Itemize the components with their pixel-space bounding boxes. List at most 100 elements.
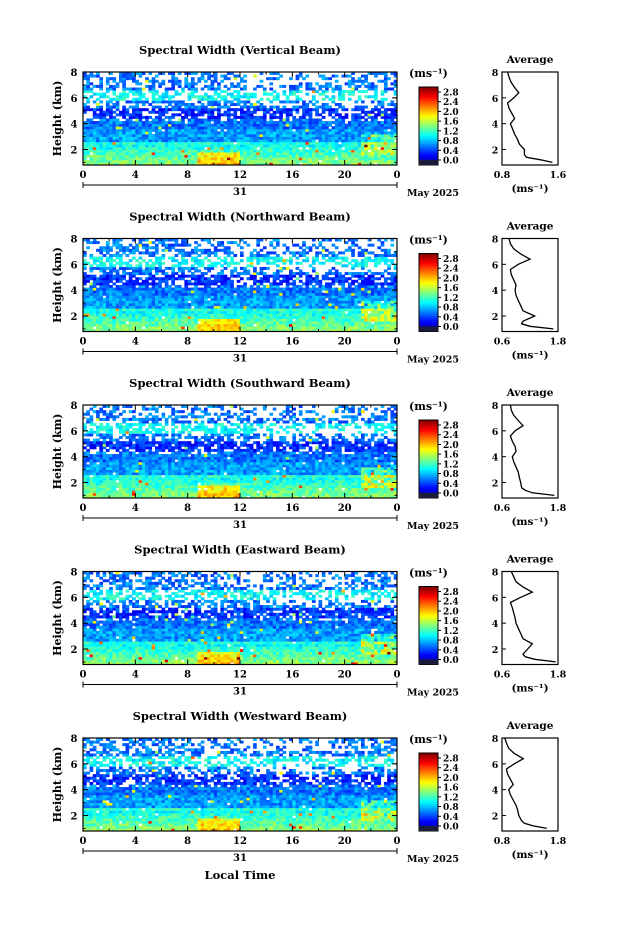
heatmap-cell (331, 279, 336, 283)
heatmap-cell (305, 121, 310, 125)
heatmap-cell (105, 310, 110, 314)
heatmap-cell (122, 121, 126, 125)
heatmap-cell (86, 82, 90, 86)
heatmap-cell (164, 92, 169, 96)
heatmap-cell (354, 326, 359, 330)
heatmap-cell (328, 144, 332, 148)
heatmap-cell (374, 131, 378, 135)
heatmap-cell (308, 141, 313, 145)
heatmap-cell (321, 110, 326, 114)
heatmap-cell (194, 310, 198, 314)
heatmap-cell (128, 305, 133, 309)
heatmap-cell (132, 152, 136, 156)
heatmap-cell (246, 128, 251, 132)
heatmap-cell (285, 292, 290, 296)
heatmap-cell (112, 144, 117, 148)
heatmap-cell (236, 131, 241, 135)
heatmap-cell (236, 305, 241, 309)
heatmap-cell (246, 92, 251, 96)
heatmap-cell (174, 152, 179, 156)
heatmap-cell (243, 92, 247, 96)
heatmap-cell (282, 128, 287, 132)
heatmap-cell (158, 318, 162, 322)
heatmap-cell (135, 159, 139, 163)
heatmap-cell (308, 159, 313, 163)
heatmap-cell (204, 95, 208, 99)
heatmap-cell (86, 144, 90, 148)
heatmap-cell (298, 274, 303, 278)
heatmap-cell (259, 326, 264, 330)
heatmap-cell (83, 251, 87, 255)
heatmap-cell (122, 144, 126, 148)
heatmap-cell (266, 295, 270, 299)
heatmap-cell (145, 246, 149, 250)
heatmap-cell (181, 297, 185, 301)
heatmap-cell (331, 318, 336, 322)
heatmap-cell (259, 277, 264, 281)
heatmap-cell (148, 84, 153, 88)
heatmap-cell (262, 146, 267, 150)
heatmap-cell (393, 113, 398, 117)
heatmap-cell (207, 128, 211, 132)
heatmap-cell (83, 87, 87, 91)
heatmap-cell (204, 248, 208, 252)
heatmap-cell (197, 113, 202, 117)
heatmap-cell (181, 154, 185, 158)
heatmap-cell (315, 290, 319, 294)
heatmap-cell (233, 84, 238, 88)
heatmap-cell (115, 290, 120, 294)
heatmap-cell (118, 126, 123, 130)
heatmap-cell (151, 261, 156, 265)
heatmap-cell (151, 108, 156, 112)
heatmap-cell (266, 126, 270, 130)
heatmap-cell (253, 269, 257, 273)
heatmap-cell (351, 287, 355, 291)
heatmap-cell (200, 264, 205, 268)
heatmap-cell (315, 310, 319, 314)
heatmap-cell (308, 82, 313, 86)
heatmap-cell (279, 121, 283, 125)
heatmap-cell (161, 256, 166, 260)
heatmap-cell (86, 274, 90, 278)
heatmap-cell (141, 159, 146, 163)
heatmap-cell (197, 316, 202, 319)
heatmap-cell (302, 295, 306, 299)
heatmap-cell (207, 300, 211, 304)
heatmap-cell (334, 139, 339, 143)
heatmap-cell (197, 154, 202, 158)
heatmap-cell (292, 313, 296, 317)
heatmap-cell (122, 248, 126, 252)
heatmap-cell (292, 121, 296, 125)
heatmap-cell (83, 123, 87, 127)
heatmap-cell (351, 72, 355, 75)
heatmap-cell (266, 92, 270, 96)
heatmap-cell (102, 131, 107, 135)
heatmap-cell (141, 131, 146, 135)
heatmap-cell (128, 323, 133, 327)
heatmap-cell (338, 139, 342, 143)
heatmap-cell (344, 292, 349, 296)
heatmap-cell (331, 97, 336, 101)
heatmap-cell (289, 126, 293, 130)
colorbar-band (419, 102, 438, 105)
heatmap-cell (89, 313, 94, 317)
heatmap-cell (190, 128, 195, 132)
heatmap-cell (275, 316, 280, 319)
heatmap-cell (233, 303, 238, 307)
heatmap-cell (223, 123, 228, 127)
heatmap-cell (99, 128, 104, 132)
heatmap-cell (253, 105, 257, 109)
heatmap-cell (334, 238, 339, 242)
heatmap-cell (272, 77, 277, 81)
heatmap-cell (226, 152, 231, 156)
heatmap-cell (89, 139, 94, 143)
heatmap-cell (272, 326, 277, 330)
heatmap-cell (177, 113, 182, 117)
heatmap-cell (325, 162, 329, 166)
heatmap-cell (138, 316, 143, 319)
heatmap-cell (220, 90, 225, 94)
heatmap-cell (302, 321, 306, 325)
heatmap-cell (154, 266, 159, 270)
heatmap-cell (174, 272, 179, 276)
heatmap-cell (141, 316, 146, 319)
